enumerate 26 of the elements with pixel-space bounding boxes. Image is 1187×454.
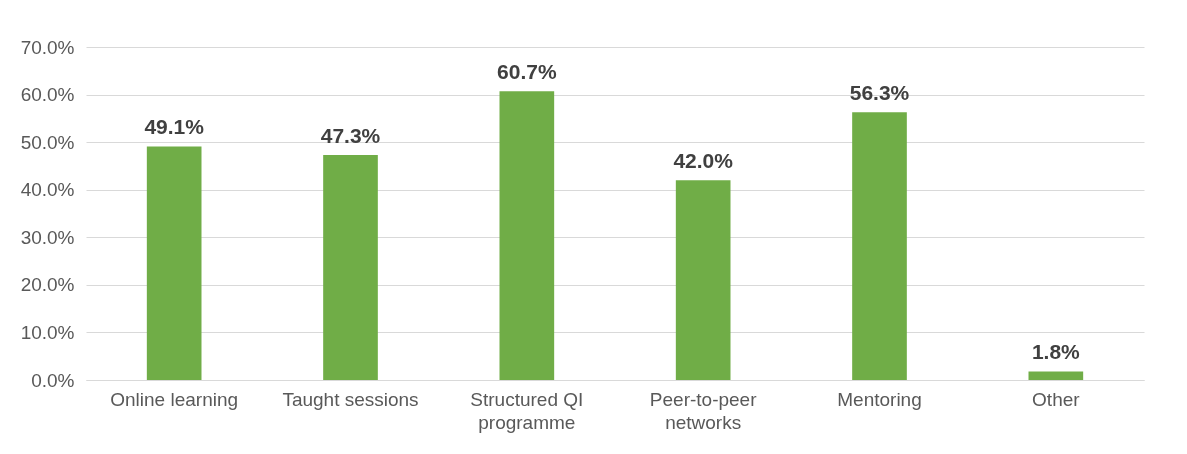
bar <box>1028 371 1084 380</box>
y-tick-label: 20.0% <box>20 274 75 296</box>
bar <box>499 91 555 380</box>
bar <box>323 154 378 380</box>
y-tick-label: 50.0% <box>20 131 75 153</box>
bar <box>675 180 731 380</box>
data-label: 56.3% <box>849 81 910 105</box>
x-tick-label: Taught sessions <box>282 388 419 410</box>
x-tick-label: Other <box>1032 388 1081 410</box>
x-tick-label: Mentoring <box>837 388 922 410</box>
data-label: 1.8% <box>1031 340 1081 364</box>
y-tick-label: 40.0% <box>20 179 75 201</box>
x-tick-label: Peer-to-peer networks <box>649 388 758 433</box>
data-label: 49.1% <box>144 115 205 139</box>
x-tick-label: Structured QI programme <box>470 388 584 433</box>
data-label: 47.3% <box>320 123 381 147</box>
x-tick-label: Online learning <box>110 388 239 410</box>
data-label: 42.0% <box>673 149 734 173</box>
bar <box>852 112 907 380</box>
y-tick-label: 70.0% <box>20 36 75 58</box>
bar <box>146 146 202 380</box>
y-tick-label: 10.0% <box>20 321 75 343</box>
y-tick-label: 60.0% <box>20 84 75 106</box>
data-label: 60.7% <box>497 60 557 84</box>
y-tick-label: 30.0% <box>20 226 75 248</box>
y-tick-label: 0.0% <box>31 369 75 391</box>
